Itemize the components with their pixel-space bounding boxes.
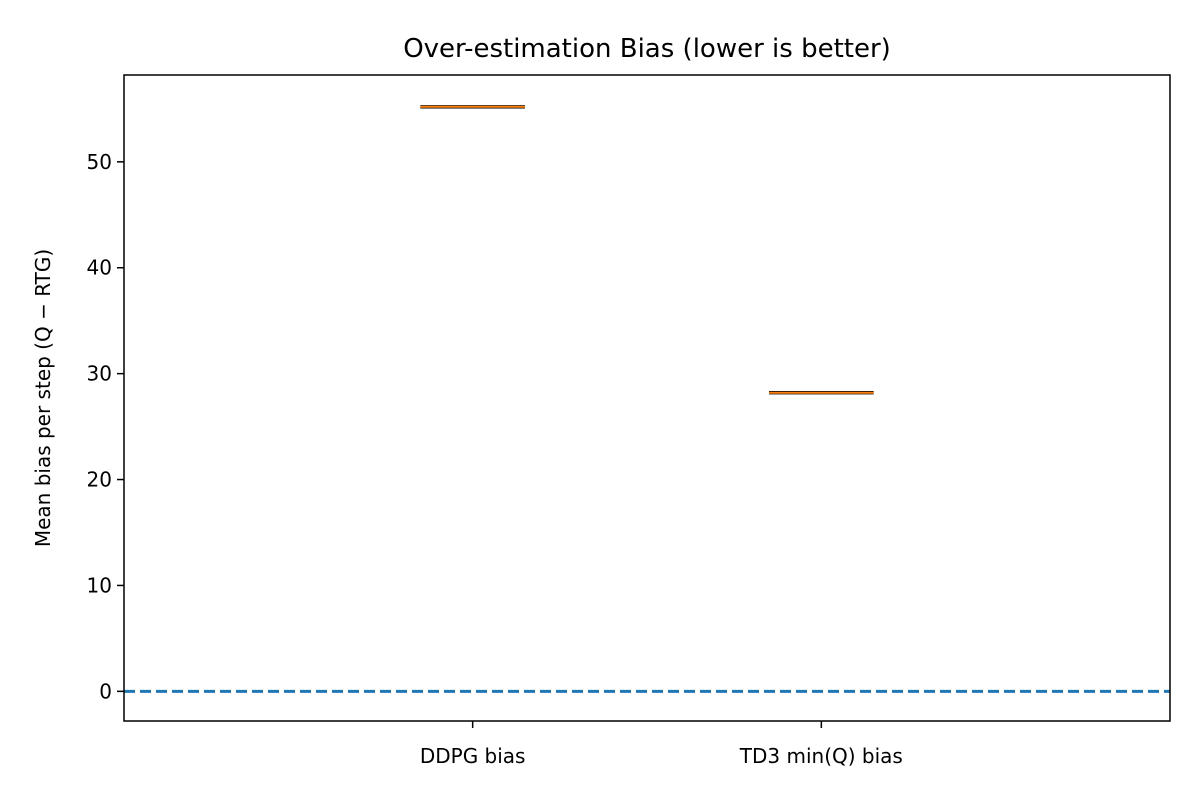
x-axis: DDPG bias TD3 min(Q) bias (420, 721, 903, 768)
x-tick-label: TD3 min(Q) bias (739, 744, 903, 768)
y-tick-label: 40 (87, 256, 112, 280)
chart-title: Over-estimation Bias (lower is better) (403, 34, 891, 64)
y-tick-label: 20 (87, 468, 112, 492)
x-tick-label: DDPG bias (420, 744, 526, 768)
y-tick-label: 10 (87, 573, 112, 597)
y-tick-label: 0 (99, 679, 112, 703)
y-tick-label: 50 (87, 150, 112, 174)
plot-frame (123, 74, 1171, 722)
y-tick-label: 30 (87, 362, 112, 386)
y-axis-label: Mean bias per step (Q − RTG) (31, 249, 55, 547)
y-axis: 0 10 20 30 40 50 (87, 150, 124, 703)
plot-marks (124, 105, 1170, 693)
